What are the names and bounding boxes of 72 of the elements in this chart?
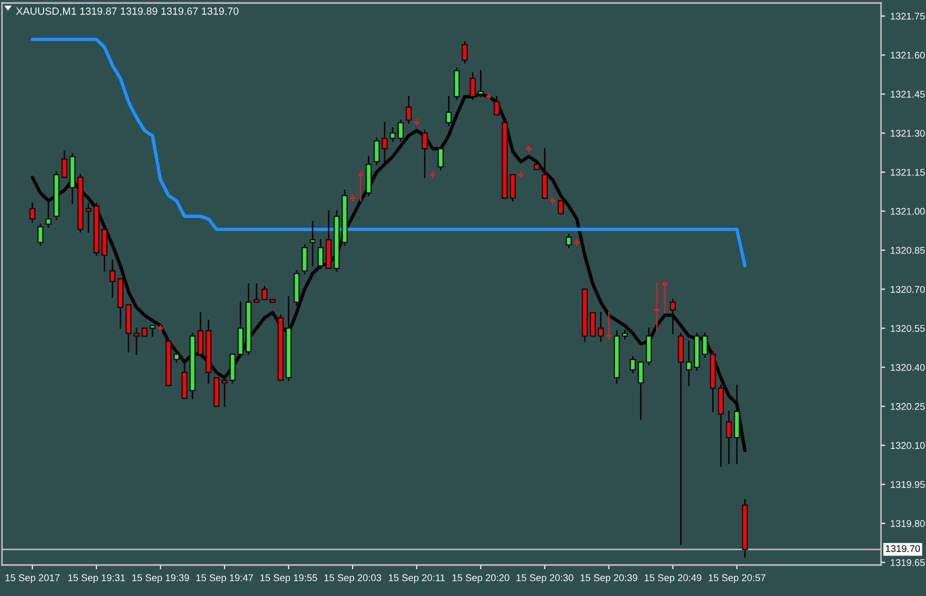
candlestick [462,41,468,64]
x-tick-label: 15 Sep 20:49 [644,574,702,584]
x-tick-label: 15 Sep 19:47 [196,574,253,584]
candlestick [174,350,180,363]
candlestick [726,410,732,464]
y-tick-label: 1321.30 [890,130,925,137]
candlestick [374,138,380,166]
y-tick-label: 1320.10 [890,442,925,449]
y-tick-label: 1321.45 [890,90,925,98]
y-tick-label: 1321.00 [890,208,925,215]
chart-title: XAUUSD,M1 1319.87 1319.89 1319.67 1319.70 [16,7,238,16]
candlestick [661,280,669,314]
y-tick-label: 1319.95 [890,481,925,488]
x-tick-label: 15 Sep 2017 [6,574,60,584]
x-tick-label: 15 Sep 20:30 [516,574,574,584]
candlestick [605,312,612,340]
y-tick-label: 1320.25 [890,403,925,410]
y-tick-label: 1319.65 [890,559,925,566]
y-tick-label: 1320.85 [890,246,925,254]
candlestick [198,312,204,355]
y-tick-label: 1320.40 [890,364,925,371]
candlestick [566,234,572,248]
candlestick [110,260,116,298]
y-tick-label: 1321.75 [890,12,925,20]
candlestick [590,312,596,337]
candlestick [398,119,404,142]
candlestick [670,298,676,334]
x-tick-label: 15 Sep 20:11 [388,574,445,584]
x-tick-label: 15 Sep 19:39 [132,574,189,584]
candlestick [262,286,268,300]
candlestick [45,200,52,228]
candlestick [29,202,36,222]
y-tick-label: 1321.60 [890,52,925,59]
candlestick [302,244,308,274]
ref-line-label: 1319.70 [886,545,920,552]
candlestick [422,130,428,178]
y-tick-label: 1320.70 [890,286,925,293]
y-tick-label: 1321.15 [890,168,925,176]
candlestick [638,361,644,420]
line-series [30,38,747,268]
candlestick [438,148,444,170]
candlestick [134,328,140,355]
candlestick [61,150,68,178]
y-tick-label: 1319.80 [890,520,925,527]
candlestick [86,202,92,233]
x-tick-label: 15 Sep 20:57 [708,574,766,584]
x-tick-label: 15 Sep 20:39 [580,574,638,584]
candlestick [446,96,452,126]
x-tick-label: 15 Sep 19:31 [68,574,125,584]
candlestick [686,340,692,386]
candlestick [653,283,660,332]
candlestick [494,96,500,116]
candlestick [390,127,396,142]
candlestick [318,239,324,270]
candlestick [356,171,364,202]
x-tick-label: 15 Sep 19:55 [260,574,318,584]
candlestick [630,356,636,374]
candlestick [150,324,156,337]
x-tick-label: 15 Sep 20:03 [324,574,382,584]
candlestick [558,200,564,214]
candlestick [542,148,548,199]
x-tick-label: 15 Sep 20:20 [452,574,510,584]
candlestick [37,223,44,246]
candlestick [254,283,260,303]
candlestick [702,332,708,358]
candlestick [382,122,388,162]
candlestick [510,174,516,202]
y-tick-label: 1320.55 [890,324,925,332]
candlestick [406,96,412,124]
candlestick [222,376,228,407]
candlestick [310,220,316,266]
candlestick [598,312,604,342]
